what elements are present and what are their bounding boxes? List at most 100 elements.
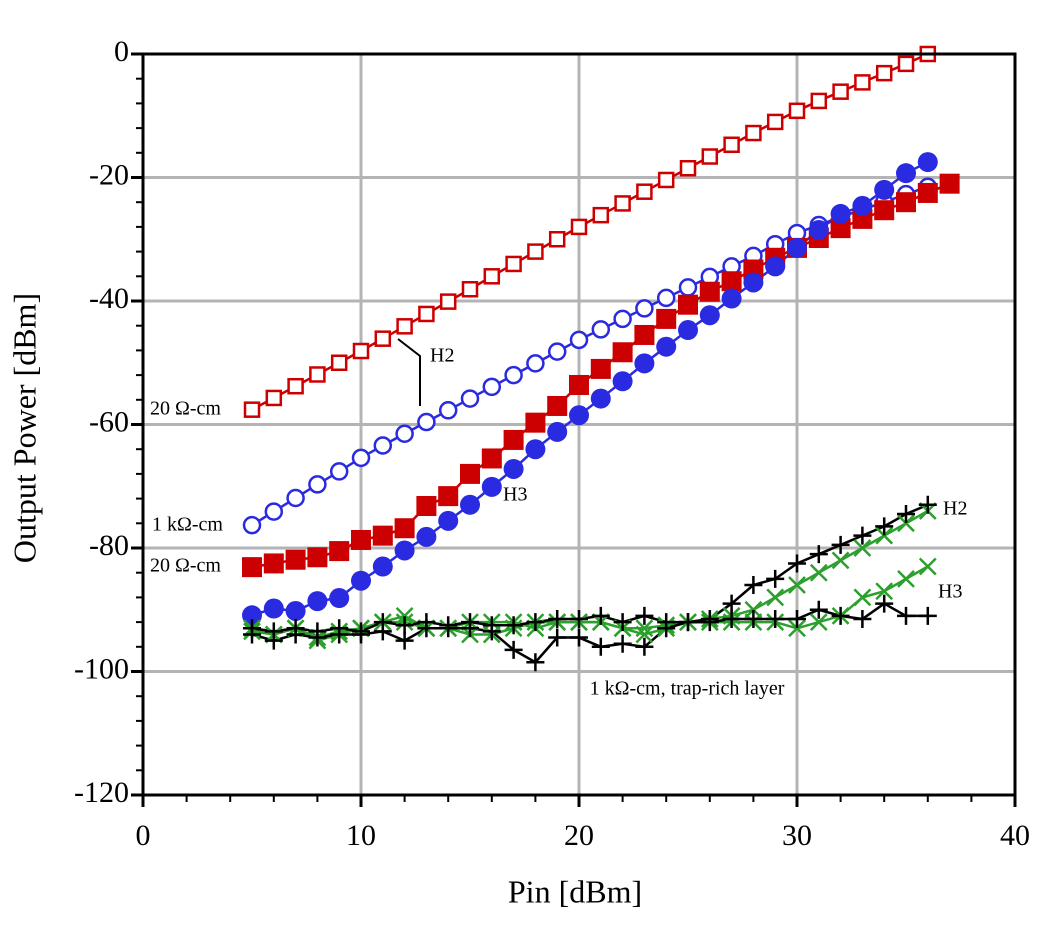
y-axis-title: Output Power [dBm] [6, 293, 42, 563]
plot-frame [141, 52, 1017, 797]
marker [656, 336, 677, 357]
marker [875, 517, 894, 536]
marker [547, 342, 567, 361]
marker [591, 320, 611, 339]
marker [264, 631, 283, 650]
marker [309, 366, 326, 383]
marker [591, 637, 610, 656]
marker [395, 616, 414, 635]
x-tick-label: 40 [1000, 819, 1030, 852]
marker [482, 622, 501, 641]
annotation: 20 Ω-cm [150, 398, 221, 420]
marker [635, 625, 654, 644]
marker [481, 448, 502, 469]
marker [831, 535, 850, 554]
marker [809, 563, 828, 582]
marker [897, 55, 915, 73]
marker [896, 192, 916, 213]
marker [788, 610, 806, 629]
marker [875, 64, 893, 82]
marker [505, 255, 522, 273]
marker [918, 495, 937, 514]
marker [853, 539, 872, 557]
marker [351, 529, 371, 550]
marker [765, 256, 786, 277]
marker [570, 628, 588, 647]
marker [329, 588, 350, 609]
marker [766, 569, 785, 588]
marker [330, 625, 349, 644]
marker [853, 610, 872, 629]
y-tick-label: -100 [74, 652, 129, 685]
marker [525, 412, 546, 433]
marker [614, 195, 631, 212]
marker [242, 557, 262, 578]
marker [721, 271, 742, 292]
marker [373, 436, 393, 455]
marker [504, 616, 523, 635]
marker [416, 526, 437, 547]
bracket [397, 338, 421, 406]
marker [853, 526, 872, 545]
marker [874, 179, 895, 200]
marker [592, 206, 610, 224]
marker [678, 278, 698, 297]
marker [830, 203, 851, 224]
marker [743, 272, 764, 293]
marker [438, 486, 459, 507]
marker [548, 628, 567, 647]
marker [264, 502, 284, 521]
marker [939, 173, 960, 194]
marker [527, 243, 544, 260]
y-tick-label: -20 [89, 158, 129, 191]
marker [874, 200, 895, 221]
marker [329, 462, 349, 481]
plot-area [242, 45, 960, 672]
marker [810, 92, 828, 110]
marker [766, 113, 784, 131]
marker [591, 606, 610, 625]
marker [635, 637, 654, 656]
marker [461, 281, 479, 298]
annotation: H3 [503, 484, 527, 506]
annotation: H2 [430, 345, 454, 367]
marker [242, 605, 262, 626]
marker [612, 371, 633, 392]
marker [656, 288, 676, 308]
series-line [251, 565, 929, 642]
marker [418, 305, 435, 323]
marker [265, 389, 283, 407]
marker [852, 195, 873, 216]
marker [612, 342, 633, 363]
marker [830, 218, 851, 239]
marker [526, 653, 545, 672]
marker [787, 237, 807, 258]
marker [374, 330, 392, 347]
marker [526, 613, 545, 632]
marker [481, 476, 502, 497]
marker [525, 439, 546, 460]
marker [917, 182, 938, 203]
marker [590, 388, 611, 409]
marker [635, 619, 654, 638]
marker [504, 640, 523, 659]
marker [569, 330, 589, 350]
marker [438, 510, 459, 531]
marker [679, 613, 697, 632]
marker [483, 268, 501, 285]
marker [678, 320, 698, 341]
marker [439, 293, 457, 310]
marker [918, 606, 937, 625]
marker [788, 102, 806, 120]
marker [395, 631, 414, 650]
marker [569, 405, 589, 426]
marker [352, 625, 370, 644]
marker [897, 569, 915, 588]
marker [286, 625, 305, 644]
marker [263, 598, 284, 619]
y-tick-label: -60 [89, 405, 129, 438]
marker [285, 549, 306, 570]
marker [636, 183, 653, 200]
marker [788, 576, 806, 594]
